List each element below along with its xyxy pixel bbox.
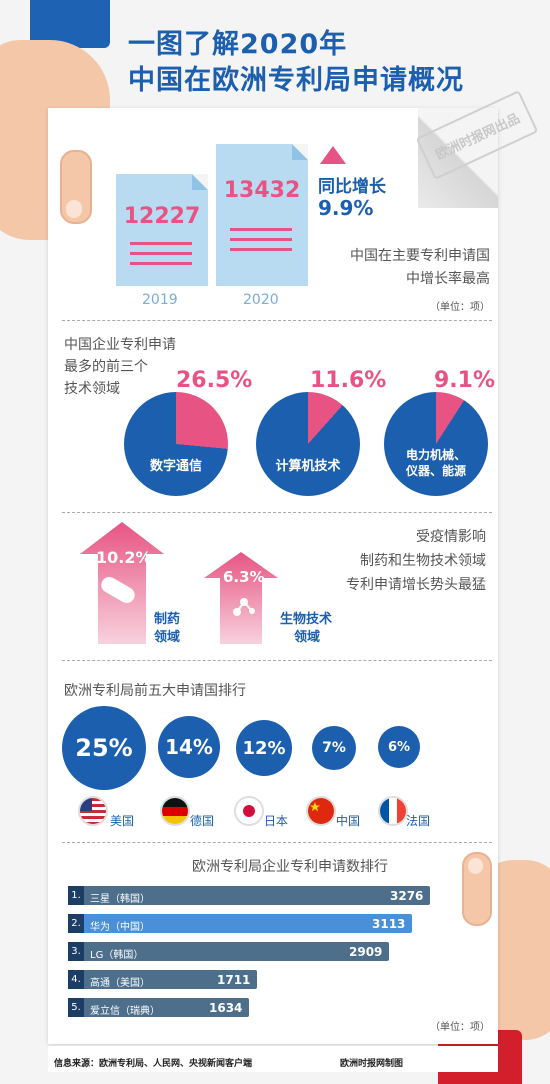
cn-flag-icon [306,796,336,826]
pie-electrical-machinery [384,392,488,496]
country-share-circle: 25% [62,706,146,790]
thumbnail-top-left [66,200,82,218]
doc-line [230,228,292,231]
tech-heading-line-2: 最多的前三个 [64,359,148,375]
section-divider [62,660,492,661]
company-value: 2909 [349,945,383,959]
pie-label-line-2: 仪器、能源 [405,464,466,478]
company-value: 3276 [390,889,424,903]
biotech-label-line-2: 领域 [294,630,321,645]
rank-number: 3. [68,942,84,961]
biotech-label-line-1: 生物技术 [280,612,333,627]
footer-band [48,1046,498,1072]
pharma-label-line-2: 领域 [154,630,181,645]
doc-corner [292,144,308,160]
rank-number: 4. [68,970,84,989]
molecule-icon [232,596,256,622]
country-name: 德国 [190,814,215,828]
footer-source: 信息来源：欧洲专利局、人民网、央视新闻客户端 [54,1059,253,1069]
title-line-1: 一图了解2020年 [128,29,348,60]
pie-computer-technology [256,392,360,496]
doc-line [230,248,292,251]
pie-label-line-1: 电力机械、 [405,448,466,462]
country-name: 日本 [264,814,289,828]
de-flag-icon [160,796,190,826]
section-divider [62,512,492,513]
company-value: 1634 [209,1001,243,1015]
doc-value: 13432 [223,178,301,203]
tech-pct: 26.5% [176,368,253,393]
tech-pct: 9.1% [434,368,496,393]
doc-value: 12227 [123,204,201,229]
company-bar [84,914,412,933]
pandemic-note-line-3: 专利申请增长势头最猛 [346,577,486,593]
company-value: 3113 [372,917,406,931]
company-name: LG（韩国） [90,950,144,961]
country-name: 法国 [406,814,431,828]
growth-note-line-1: 中国在主要专利申请国 [350,248,490,264]
arrow-biotech [204,552,278,648]
rank-number: 5. [68,998,84,1017]
up-triangle-icon [320,146,346,164]
year-2019: 2019 [142,292,178,308]
company-bar [84,970,257,989]
tech-heading-line-3: 技术领域 [64,381,120,397]
pandemic-note-line-1: 受疫情影响 [416,529,486,545]
company-name: 爱立信（瑞典） [90,1006,160,1017]
country-share-circle: 12% [236,720,292,776]
doc-line [130,262,192,265]
pharma-pct: 10.2% [96,548,152,567]
us-flag-icon [78,796,108,826]
rank-number: 2. [68,914,84,933]
section-divider [62,320,492,321]
growth-value: 9.9% [318,196,374,220]
pharma-label-line-1: 制药 [154,612,181,627]
section-divider [62,842,492,843]
footer-credit: 欧洲时报网制图 [340,1059,404,1069]
company-heading: 欧洲专利局企业专利申请数排行 [192,859,388,875]
rank-number: 1. [68,886,84,905]
doc-line [130,242,192,245]
thumbnail-bottom-right [468,858,483,874]
pie-digital-communication [124,392,228,496]
unit-label: （单位：项） [430,302,490,313]
paper-fold-corner [418,108,498,208]
company-name: 华为（中国） [90,922,150,933]
year-2020: 2020 [243,292,279,308]
title-line-2: 中国在欧洲专利局申请概况 [128,65,464,96]
biotech-pct: 6.3% [223,568,265,586]
tech-heading-line-1: 中国企业专利申请 [64,337,176,353]
country-share-circle: 14% [158,716,220,778]
countries-heading: 欧洲专利局前五大申请国排行 [64,683,246,699]
pandemic-note-line-2: 制药和生物技术领域 [360,553,486,569]
country-name: 中国 [336,814,361,828]
pie-label: 计算机技术 [275,459,341,474]
pie-label: 数字通信 [149,459,202,474]
country-name: 美国 [110,814,135,828]
tech-pct: 11.6% [310,368,387,393]
company-name: 三星（韩国） [90,894,150,905]
country-share-circle: 7% [312,726,356,770]
company-name: 高通（美国） [90,978,150,989]
company-bar [84,942,389,961]
doc-corner [192,174,208,190]
company-value: 1711 [217,973,251,987]
growth-label: 同比增长 [318,177,386,197]
doc-2019: 12227 [116,174,208,286]
fr-flag-icon [378,796,408,826]
company-unit-label: （单位：项） [430,1022,490,1033]
doc-2020: 13432 [216,144,308,286]
jp-flag-icon [234,796,264,826]
doc-line [230,238,292,241]
thumb-top-left [60,150,92,224]
growth-note-line-2: 中增长率最高 [406,271,490,287]
company-bar [84,886,430,905]
company-bar [84,998,249,1017]
country-share-circle: 6% [378,726,420,768]
doc-line [130,252,192,255]
